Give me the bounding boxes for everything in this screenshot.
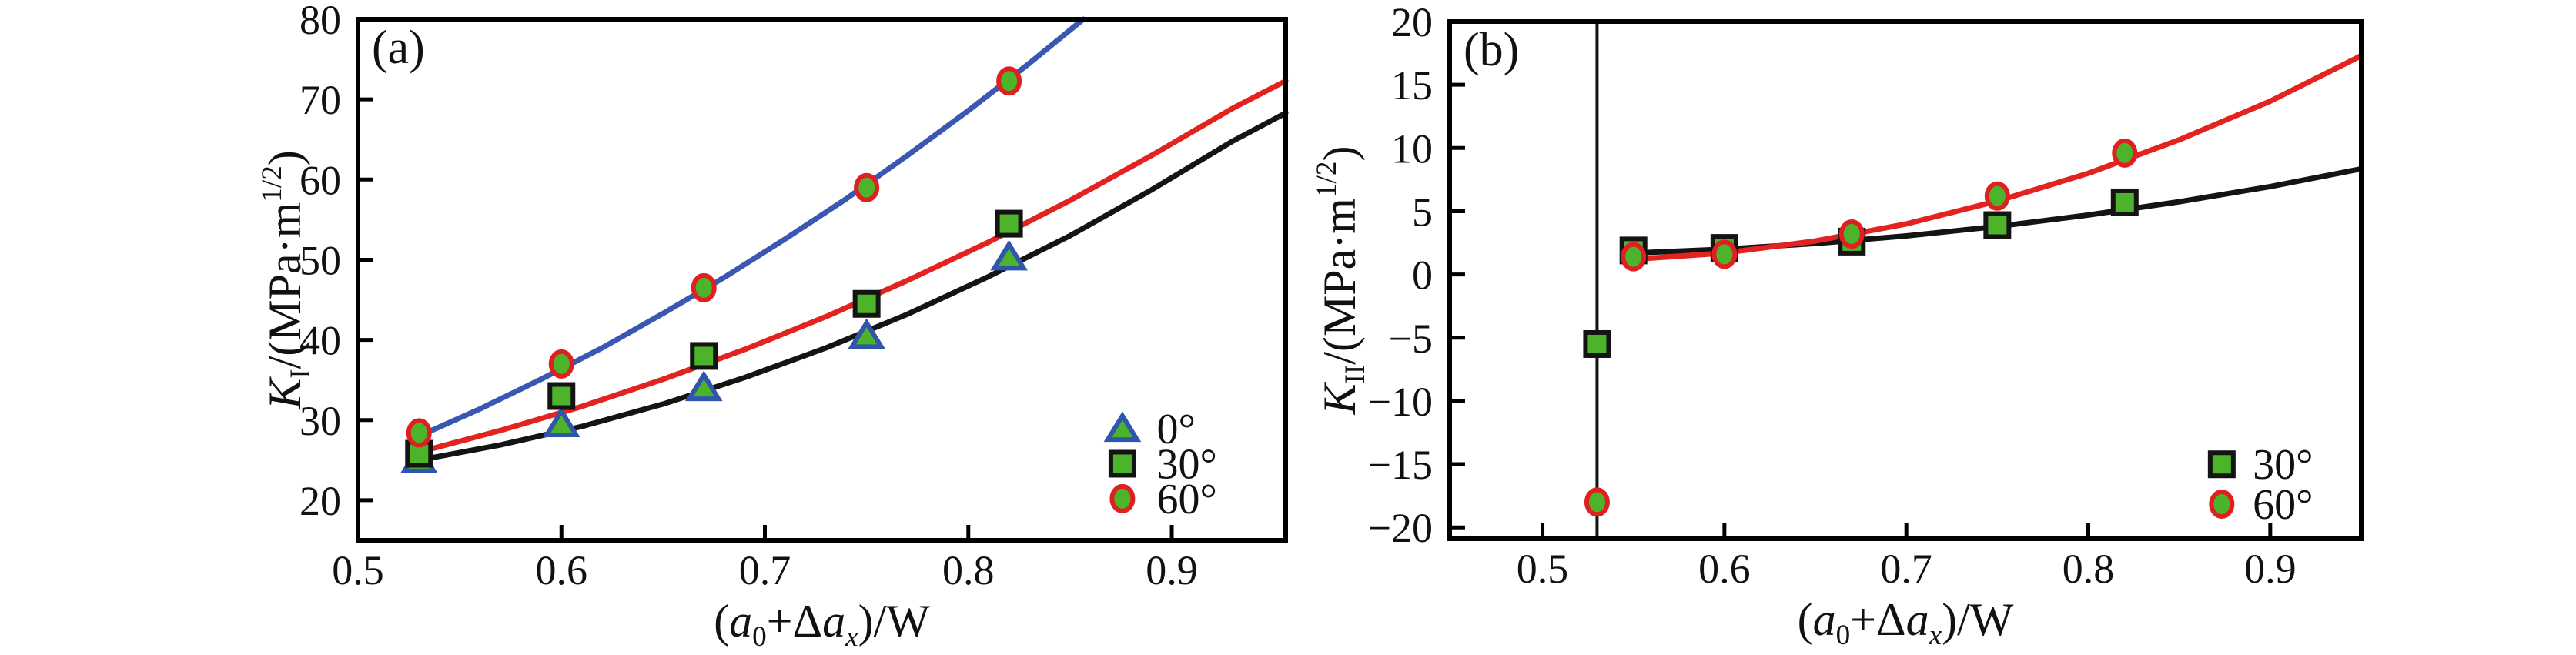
y-axis-title: KI/(MPa·m1/2) — [256, 150, 316, 410]
y-tick-label: 0 — [1412, 252, 1433, 299]
x-tick-label: 0.7 — [1880, 546, 1932, 592]
panel-label: (a) — [372, 22, 425, 74]
marker-30deg — [852, 289, 881, 318]
marker-0deg — [542, 406, 580, 437]
curve-fit-60deg — [416, 16, 1086, 439]
marker-60deg — [996, 66, 1022, 96]
legend-swatch-30deg — [2207, 450, 2236, 479]
y-tick-label: 20 — [299, 478, 341, 524]
x-tick-label: 0.6 — [1698, 546, 1751, 592]
x-tick-label: 0.8 — [2062, 546, 2115, 592]
marker-0deg — [684, 370, 723, 402]
y-tick-label: −10 — [1368, 379, 1433, 425]
marker-30deg — [547, 382, 576, 410]
marker-60deg — [1984, 181, 2010, 211]
x-tick-label: 0.9 — [2244, 546, 2297, 592]
x-axis-title: (a0+Δax)/W — [714, 596, 930, 653]
x-tick-label: 0.9 — [1146, 547, 1198, 593]
y-tick-label: 50 — [299, 237, 341, 283]
marker-60deg — [854, 172, 880, 202]
x-tick-label: 0.5 — [1517, 546, 1569, 592]
y-tick-label: 40 — [299, 318, 341, 364]
legend-swatch-60deg — [1109, 483, 1136, 513]
y-tick-label: 60 — [299, 157, 341, 203]
y-tick-label: 70 — [299, 77, 341, 123]
x-tick-label: 0.6 — [536, 547, 588, 593]
marker-0deg — [990, 239, 1028, 271]
marker-60deg — [1621, 242, 1647, 272]
marker-0deg — [848, 318, 885, 349]
marker-60deg — [406, 418, 432, 448]
axes-frame — [356, 17, 1288, 543]
marker-30deg — [690, 342, 718, 370]
legend-swatch-30deg — [1108, 449, 1136, 478]
panel-a: 0.5 0.6 0.7 0.8 0.9 20 30 40 50 60 70 80 (a0+Δax)/W K… — [256, 0, 1289, 653]
x-tick-label: 0.5 — [332, 547, 384, 593]
panel-b: 0.5 0.6 0.7 0.8 0.9 20 15 10 5 0 −5 −10 −15 −20 (a0+Δa… — [1311, 0, 2364, 651]
legend-label-60deg: 60° — [1157, 476, 1217, 523]
marker-60deg — [1838, 219, 1865, 249]
legend-label-30deg: 30° — [2253, 441, 2313, 489]
legend-swatch-60deg — [2209, 489, 2235, 519]
legend-swatch-0deg — [1103, 411, 1142, 443]
marker-30deg — [2110, 188, 2139, 216]
marker-60deg — [548, 349, 574, 379]
marker-60deg — [1584, 487, 1610, 517]
y-tick-label: 30 — [299, 398, 341, 444]
marker-60deg — [2112, 138, 2138, 168]
marker-60deg — [1711, 239, 1738, 269]
legend-label-60deg: 60° — [2253, 481, 2313, 529]
y-tick-label: −20 — [1368, 505, 1433, 551]
y-tick-label: −5 — [1389, 316, 1433, 362]
marker-60deg — [691, 272, 717, 302]
y-tick-label: 15 — [1391, 62, 1433, 109]
marker-30deg — [1583, 329, 1611, 358]
y-tick-label: −15 — [1368, 442, 1433, 488]
x-tick-label: 0.7 — [739, 547, 791, 593]
marker-30deg — [1983, 211, 2012, 239]
legend-label-30deg: 30° — [1157, 440, 1217, 488]
y-tick-label: 5 — [1412, 189, 1433, 235]
x-tick-label: 0.8 — [942, 547, 995, 593]
marker-30deg — [995, 209, 1023, 238]
y-axis-title: KII/(MPa·m1/2) — [1311, 146, 1371, 416]
x-axis-title: (a0+Δax)/W — [1798, 594, 2014, 651]
y-tick-label: 80 — [299, 0, 341, 43]
y-tick-label: 20 — [1391, 0, 1433, 45]
panel-label: (b) — [1464, 24, 1519, 76]
y-tick-label: 10 — [1391, 125, 1433, 172]
legend-label-0deg: 0° — [1157, 406, 1196, 453]
